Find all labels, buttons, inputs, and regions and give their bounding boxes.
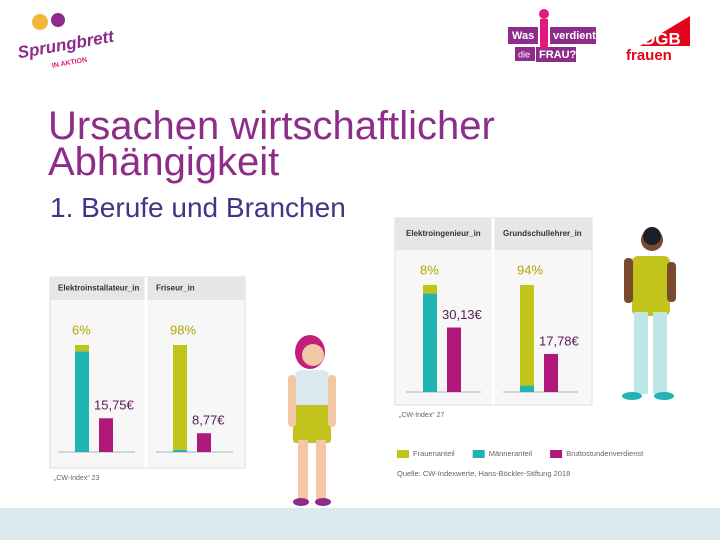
value-label: 17,78€ (539, 333, 580, 348)
share-bar (75, 345, 89, 352)
logo-text: DGB (643, 29, 681, 48)
value-label: 94% (517, 262, 543, 277)
legend-swatch (397, 450, 409, 458)
earnings-bar (544, 353, 558, 392)
legend-swatch (550, 450, 563, 458)
logo-text: FRAU? (539, 49, 577, 61)
chart-note: „CW-Index“ 27 (399, 412, 444, 419)
value-label: 8% (420, 262, 439, 277)
value-label: 15,75€ (94, 398, 135, 413)
legend-label: Männeranteil (489, 449, 533, 458)
logo-text: frauen (626, 47, 672, 64)
logo-text: die (518, 49, 530, 59)
value-label: 6% (72, 322, 91, 337)
logo-text: IN AKTION (51, 57, 87, 70)
illustration-woman (288, 335, 336, 506)
share-bar (423, 293, 437, 392)
footer-band (0, 508, 720, 540)
earnings-bar (447, 327, 461, 392)
chart-source: Quelle: CW-Indexwerte, Hans-Böckler-Stif… (397, 469, 570, 478)
legend-swatch (472, 450, 485, 458)
legend-label: Bruttostundenverdienst (566, 449, 644, 458)
category-label: Grundschullehrer_in (503, 229, 582, 238)
share-bar (520, 385, 534, 392)
category-label: Elektroingenieur_in (406, 229, 481, 238)
value-label: 8,77€ (192, 413, 225, 428)
value-label: 30,13€ (442, 307, 483, 322)
logo-sprungbrett: Sprungbrett IN AKTION (16, 13, 117, 70)
share-bar (423, 285, 437, 294)
share-bar (173, 345, 187, 450)
share-bar (173, 449, 187, 452)
category-label: Elektroinstallateur_in (58, 284, 139, 293)
logo-was-verdient: Was verdient die FRAU? (508, 9, 596, 62)
illustration-man (622, 227, 676, 400)
logo-text: Sprungbrett (16, 27, 116, 63)
share-bar (75, 351, 89, 452)
slide-subtitle: 1. Berufe und Branchen (50, 192, 346, 223)
slide-title: Ursachen wirtschaftlicher Abhängigkeit (48, 104, 495, 184)
logo-dgb: DGB frauen (626, 16, 690, 64)
chart-note: „CW-Index“ 23 (54, 475, 99, 482)
logo-text: Was (512, 30, 534, 42)
earnings-bar (99, 418, 113, 452)
category-label: Friseur_in (156, 284, 195, 293)
legend-label: Frauenanteil (413, 449, 455, 458)
earnings-bar (197, 433, 211, 452)
share-bar (520, 285, 534, 386)
logo-text: verdient (553, 30, 596, 42)
value-label: 98% (170, 322, 196, 337)
